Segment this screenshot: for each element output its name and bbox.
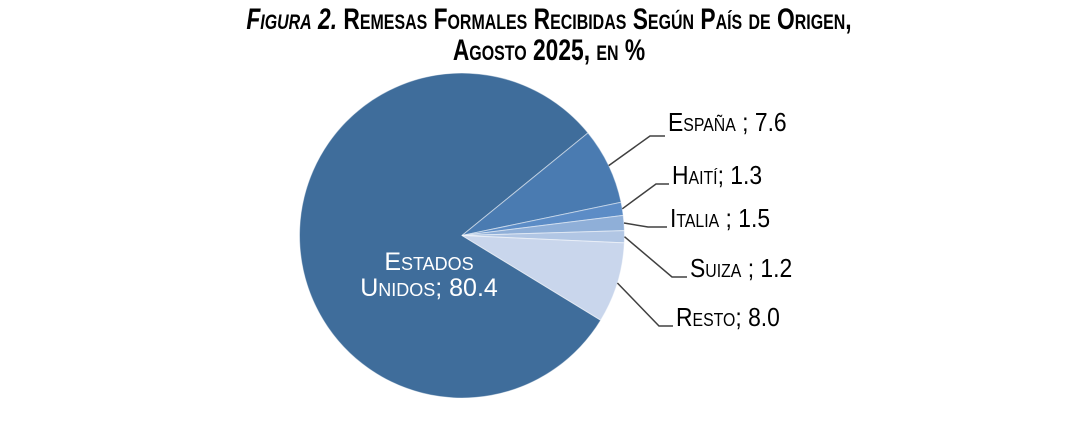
leader-line-resto (616, 282, 673, 327)
pie-label-suiza: Suiza ; 1.2 (690, 253, 793, 283)
pie-label-estados-unidos: Estados Unidos; 80.4 (360, 248, 498, 302)
leader-line-espana (608, 135, 665, 167)
leader-line-suiza (624, 236, 687, 278)
chart-title-figure-number: Figura 2. (246, 3, 338, 36)
chart-title-line2: Agosto 2025, en % (452, 34, 646, 67)
pie-slice-estados-unidos (299, 72, 602, 399)
pie-label-resto: Resto; 8.0 (676, 302, 780, 332)
chart-title-line1-text: Remesas Formales Recibidas Según País de… (337, 3, 852, 36)
pie-label-italia: Italia ; 1.5 (670, 203, 771, 233)
leader-line-haiti (621, 183, 669, 210)
chart-title-line1: Figura 2. Remesas Formales Recibidas Seg… (142, 4, 957, 35)
chart-title: Figura 2. Remesas Formales Recibidas Seg… (142, 4, 957, 66)
leader-line-italia (623, 222, 667, 228)
pie-label-espana: España ; 7.6 (668, 107, 787, 137)
pie-label-haiti: Haití; 1.3 (672, 160, 763, 190)
